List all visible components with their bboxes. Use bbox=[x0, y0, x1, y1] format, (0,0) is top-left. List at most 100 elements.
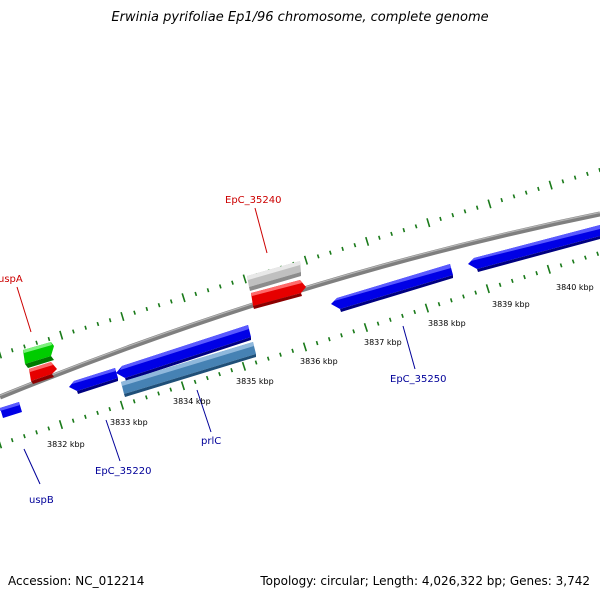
lower-track-tick bbox=[424, 303, 430, 313]
gene-epc35220-b[interactable] bbox=[116, 325, 251, 381]
gene-epc35220-a[interactable] bbox=[69, 368, 118, 394]
gene-epc35240-pseudo[interactable] bbox=[247, 261, 301, 291]
lower-track-tick bbox=[71, 418, 75, 423]
label-leaders bbox=[16, 207, 416, 485]
upper-track-tick bbox=[10, 348, 14, 353]
upper-track-tick bbox=[218, 284, 222, 289]
upper-track-tick bbox=[181, 293, 186, 303]
lower-track-tick bbox=[449, 298, 453, 303]
upper-track-tick bbox=[586, 171, 589, 177]
upper-track-tick bbox=[157, 303, 161, 308]
upper-track-tick bbox=[84, 325, 87, 330]
lower-track-tick bbox=[462, 294, 465, 299]
upper-track-tick bbox=[23, 344, 26, 349]
scale-tick-label: 3837 kbp bbox=[364, 338, 402, 347]
upper-track-tick bbox=[414, 224, 418, 229]
lower-track-tick bbox=[0, 441, 3, 449]
lower-track-tick bbox=[205, 375, 209, 381]
gene-uspa-forward[interactable] bbox=[23, 342, 54, 368]
lower-track-tick bbox=[193, 379, 197, 385]
lower-track-tick bbox=[340, 333, 343, 338]
lower-track-tick bbox=[546, 264, 551, 274]
upper-track-tick bbox=[475, 205, 479, 210]
lower-track-tick bbox=[47, 426, 51, 431]
upper-track-tick bbox=[402, 227, 406, 233]
scale-tick-label: 3839 kbp bbox=[492, 300, 530, 309]
lower-track-tick bbox=[279, 352, 282, 357]
lower-track-tick bbox=[584, 255, 587, 260]
upper-track-tick bbox=[487, 199, 492, 209]
lower-track-tick bbox=[510, 278, 514, 284]
gene-label: uspA bbox=[0, 274, 23, 285]
scale-tick-label: 3840 kbp bbox=[556, 283, 594, 292]
upper-track-tick bbox=[96, 321, 100, 327]
upper-track-tick bbox=[512, 194, 516, 199]
lower-track-tick bbox=[254, 360, 258, 365]
upper-track-tick bbox=[500, 197, 504, 203]
gene-uspa-reverse[interactable] bbox=[29, 362, 57, 384]
lower-track-tick bbox=[571, 259, 575, 264]
scale-tick-label: 3832 kbp bbox=[47, 440, 85, 449]
lower-track-tick bbox=[58, 420, 64, 430]
lower-track-tick bbox=[559, 263, 563, 268]
upper-track-tick bbox=[0, 351, 3, 359]
gene-epc35250-b[interactable] bbox=[468, 225, 600, 272]
upper-track-tick bbox=[206, 288, 210, 293]
lower-track-tick bbox=[474, 290, 478, 295]
gene-uspb[interactable] bbox=[0, 402, 22, 418]
lower-track-tick bbox=[108, 406, 112, 412]
gene-epc35240-cds[interactable] bbox=[251, 280, 306, 309]
gene-label: EpC_35220 bbox=[95, 466, 151, 477]
lower-track-tick bbox=[327, 337, 331, 342]
upper-track-tick bbox=[365, 236, 370, 246]
upper-track-tick bbox=[463, 209, 467, 214]
upper-track-tick bbox=[194, 291, 198, 297]
lower-track-tick bbox=[119, 400, 125, 410]
lower-track-tick bbox=[302, 342, 308, 352]
gene-label: prlC bbox=[201, 436, 221, 447]
upper-track-tick bbox=[341, 246, 344, 252]
lower-track-tick bbox=[535, 271, 539, 276]
upper-track-tick bbox=[439, 216, 442, 222]
lower-track-tick bbox=[266, 356, 270, 361]
lower-track-tick bbox=[84, 414, 87, 419]
lower-track-tick bbox=[218, 371, 221, 377]
upper-track-tick bbox=[573, 175, 577, 180]
upper-track-tick bbox=[108, 318, 112, 323]
lower-track-tick bbox=[376, 321, 380, 326]
upper-track-tick bbox=[390, 231, 393, 237]
lower-track-tick bbox=[401, 313, 404, 319]
lower-track-tick bbox=[388, 317, 392, 322]
upper-track-tick bbox=[35, 340, 39, 345]
upper-track-tick bbox=[145, 306, 149, 312]
lower-track-tick bbox=[157, 391, 160, 396]
lower-track-tick bbox=[23, 434, 26, 439]
lower-tick-track bbox=[0, 251, 600, 449]
map-title: Erwinia pyrifoliae Ep1/96 chromosome, co… bbox=[111, 10, 489, 25]
lower-track-tick bbox=[596, 251, 600, 256]
lower-track-tick bbox=[363, 322, 369, 333]
upper-track-tick bbox=[303, 255, 309, 265]
lower-track-tick bbox=[230, 368, 234, 373]
lower-track-tick bbox=[352, 329, 356, 334]
gene-prlc[interactable] bbox=[121, 342, 256, 397]
scale-tick-label: 3835 kbp bbox=[236, 377, 274, 386]
lower-track-tick bbox=[145, 395, 148, 400]
upper-track-tick bbox=[353, 243, 357, 248]
lower-track-tick bbox=[180, 381, 186, 391]
upper-track-tick bbox=[329, 250, 332, 255]
genome-summary-label: Topology: circular; Length: 4,026,322 bp… bbox=[260, 574, 590, 588]
upper-track-tick bbox=[72, 329, 75, 334]
upper-track-tick bbox=[548, 180, 553, 190]
lower-track-tick bbox=[291, 348, 295, 353]
scale-tick-label: 3834 kbp bbox=[173, 397, 211, 406]
lower-track-tick bbox=[315, 340, 319, 346]
accession-label: Accession: NC_012214 bbox=[8, 574, 145, 588]
upper-track-tick bbox=[242, 274, 247, 284]
lower-track-tick bbox=[169, 387, 173, 392]
gene-epc35250-a[interactable] bbox=[331, 264, 453, 312]
lower-track-tick bbox=[485, 284, 490, 294]
upper-track-tick bbox=[133, 310, 136, 315]
